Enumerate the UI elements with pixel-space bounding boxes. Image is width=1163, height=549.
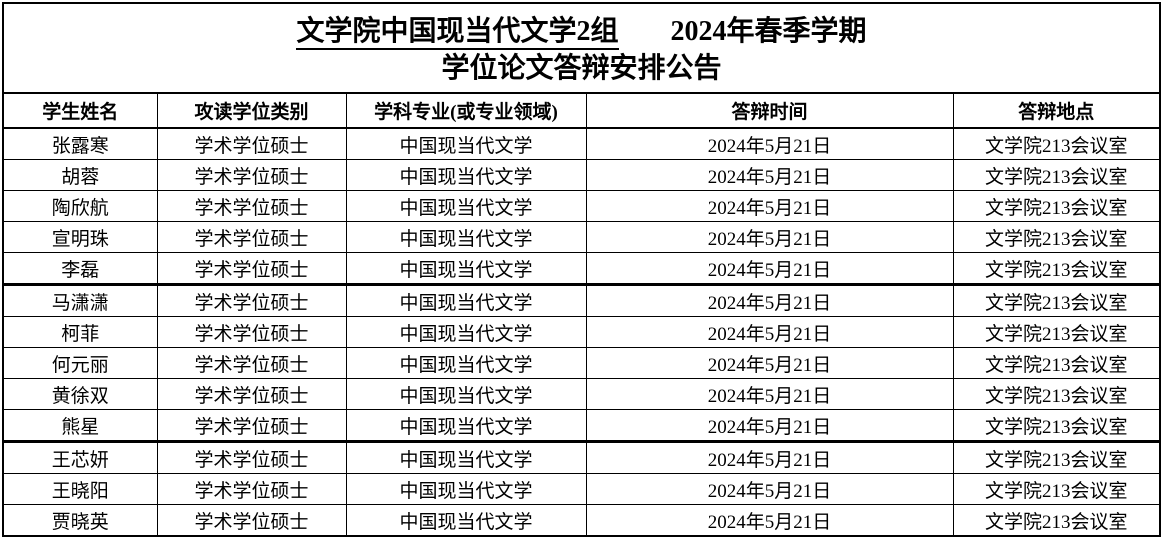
defense-location-cell: 文学院213会议室 [952, 409, 1159, 443]
student-name-cell: 张露寒 [4, 127, 158, 160]
defense-time-cell: 2024年5月21日 [585, 441, 954, 474]
table-row: 宣明珠 学术学位硕士 中国现当代文学 2024年5月21日 文学院213会议室 [4, 221, 1159, 253]
student-name-cell: 宣明珠 [4, 221, 158, 253]
defense-time-cell: 2024年5月21日 [585, 347, 954, 379]
table-row: 马潇潇 学术学位硕士 中国现当代文学 2024年5月21日 文学院213会议室 [4, 284, 1159, 317]
degree-type-cell: 学术学位硕士 [156, 347, 347, 379]
student-name-cell: 熊星 [4, 409, 158, 443]
student-name-cell: 王芯妍 [4, 441, 158, 474]
defense-location-cell: 文学院213会议室 [952, 252, 1159, 286]
table-row: 黄徐双 学术学位硕士 中国现当代文学 2024年5月21日 文学院213会议室 [4, 378, 1159, 410]
degree-type-cell: 学术学位硕士 [156, 504, 347, 535]
student-name-cell: 马潇潇 [4, 284, 158, 317]
defense-location-cell: 文学院213会议室 [952, 159, 1159, 191]
defense-schedule-table: 学生姓名 攻读学位类别 学科专业(或专业领域) 答辩时间 答辩地点 张露寒 学术… [4, 92, 1159, 535]
major-cell: 中国现当代文学 [345, 409, 587, 443]
table-row: 王晓阳 学术学位硕士 中国现当代文学 2024年5月21日 文学院213会议室 [4, 473, 1159, 505]
degree-type-cell: 学术学位硕士 [156, 284, 347, 317]
table-row: 张露寒 学术学位硕士 中国现当代文学 2024年5月21日 文学院213会议室 [4, 127, 1159, 160]
major-cell: 中国现当代文学 [345, 504, 587, 535]
degree-type-cell: 学术学位硕士 [156, 127, 347, 160]
title-group-name: 文学院中国现当代文学2组 [296, 16, 619, 50]
defense-location-cell: 文学院213会议室 [952, 284, 1159, 317]
student-name-cell: 胡蓉 [4, 159, 158, 191]
header-defense-time: 答辩时间 [585, 92, 954, 129]
defense-time-cell: 2024年5月21日 [585, 316, 954, 348]
degree-type-cell: 学术学位硕士 [156, 221, 347, 253]
major-cell: 中国现当代文学 [345, 127, 587, 160]
table-header-row: 学生姓名 攻读学位类别 学科专业(或专业领域) 答辩时间 答辩地点 [4, 92, 1159, 129]
table-row: 王芯妍 学术学位硕士 中国现当代文学 2024年5月21日 文学院213会议室 [4, 441, 1159, 474]
announcement-sheet: 文学院中国现当代文学2组 2024年春季学期 学位论文答辩安排公告 学生姓名 攻读… [2, 2, 1161, 537]
degree-type-cell: 学术学位硕士 [156, 316, 347, 348]
table-row: 熊星 学术学位硕士 中国现当代文学 2024年5月21日 文学院213会议室 [4, 409, 1159, 443]
table-row: 陶欣航 学术学位硕士 中国现当代文学 2024年5月21日 文学院213会议室 [4, 190, 1159, 222]
title-line-2: 学位论文答辩安排公告 [441, 53, 722, 84]
defense-location-cell: 文学院213会议室 [952, 378, 1159, 410]
defense-time-cell: 2024年5月21日 [585, 504, 954, 535]
major-cell: 中国现当代文学 [345, 347, 587, 379]
degree-type-cell: 学术学位硕士 [156, 473, 347, 505]
major-cell: 中国现当代文学 [345, 473, 587, 505]
degree-type-cell: 学术学位硕士 [156, 409, 347, 443]
defense-location-cell: 文学院213会议室 [952, 347, 1159, 379]
defense-location-cell: 文学院213会议室 [952, 190, 1159, 222]
defense-location-cell: 文学院213会议室 [952, 441, 1159, 474]
table-row: 贾晓英 学术学位硕士 中国现当代文学 2024年5月21日 文学院213会议室 [4, 504, 1159, 535]
major-cell: 中国现当代文学 [345, 378, 587, 410]
degree-type-cell: 学术学位硕士 [156, 159, 347, 191]
header-student-name: 学生姓名 [4, 92, 158, 129]
defense-location-cell: 文学院213会议室 [952, 221, 1159, 253]
defense-location-cell: 文学院213会议室 [952, 504, 1159, 535]
defense-time-cell: 2024年5月21日 [585, 127, 954, 160]
title-semester: 2024年春季学期 [670, 16, 867, 47]
student-name-cell: 何元丽 [4, 347, 158, 379]
major-cell: 中国现当代文学 [345, 159, 587, 191]
degree-type-cell: 学术学位硕士 [156, 378, 347, 410]
major-cell: 中国现当代文学 [345, 316, 587, 348]
defense-time-cell: 2024年5月21日 [585, 473, 954, 505]
defense-time-cell: 2024年5月21日 [585, 159, 954, 191]
major-cell: 中国现当代文学 [345, 441, 587, 474]
header-defense-location: 答辩地点 [952, 92, 1159, 129]
defense-time-cell: 2024年5月21日 [585, 409, 954, 443]
major-cell: 中国现当代文学 [345, 284, 587, 317]
defense-time-cell: 2024年5月21日 [585, 221, 954, 253]
defense-time-cell: 2024年5月21日 [585, 284, 954, 317]
degree-type-cell: 学术学位硕士 [156, 190, 347, 222]
student-name-cell: 柯菲 [4, 316, 158, 348]
header-major: 学科专业(或专业领域) [345, 92, 587, 129]
table-row: 李磊 学术学位硕士 中国现当代文学 2024年5月21日 文学院213会议室 [4, 252, 1159, 286]
table-row: 柯菲 学术学位硕士 中国现当代文学 2024年5月21日 文学院213会议室 [4, 316, 1159, 348]
major-cell: 中国现当代文学 [345, 190, 587, 222]
degree-type-cell: 学术学位硕士 [156, 441, 347, 474]
student-name-cell: 贾晓英 [4, 504, 158, 535]
defense-time-cell: 2024年5月21日 [585, 252, 954, 286]
defense-location-cell: 文学院213会议室 [952, 473, 1159, 505]
defense-location-cell: 文学院213会议室 [952, 316, 1159, 348]
student-name-cell: 李磊 [4, 252, 158, 286]
student-name-cell: 王晓阳 [4, 473, 158, 505]
defense-location-cell: 文学院213会议室 [952, 127, 1159, 160]
defense-time-cell: 2024年5月21日 [585, 378, 954, 410]
title-line-1: 文学院中国现当代文学2组 2024年春季学期 [4, 13, 1159, 50]
degree-type-cell: 学术学位硕士 [156, 252, 347, 286]
major-cell: 中国现当代文学 [345, 221, 587, 253]
document-title: 文学院中国现当代文学2组 2024年春季学期 学位论文答辩安排公告 [4, 4, 1159, 92]
table-row: 胡蓉 学术学位硕士 中国现当代文学 2024年5月21日 文学院213会议室 [4, 159, 1159, 191]
student-name-cell: 陶欣航 [4, 190, 158, 222]
table-row: 何元丽 学术学位硕士 中国现当代文学 2024年5月21日 文学院213会议室 [4, 347, 1159, 379]
defense-time-cell: 2024年5月21日 [585, 190, 954, 222]
student-name-cell: 黄徐双 [4, 378, 158, 410]
header-degree-type: 攻读学位类别 [156, 92, 347, 129]
major-cell: 中国现当代文学 [345, 252, 587, 286]
